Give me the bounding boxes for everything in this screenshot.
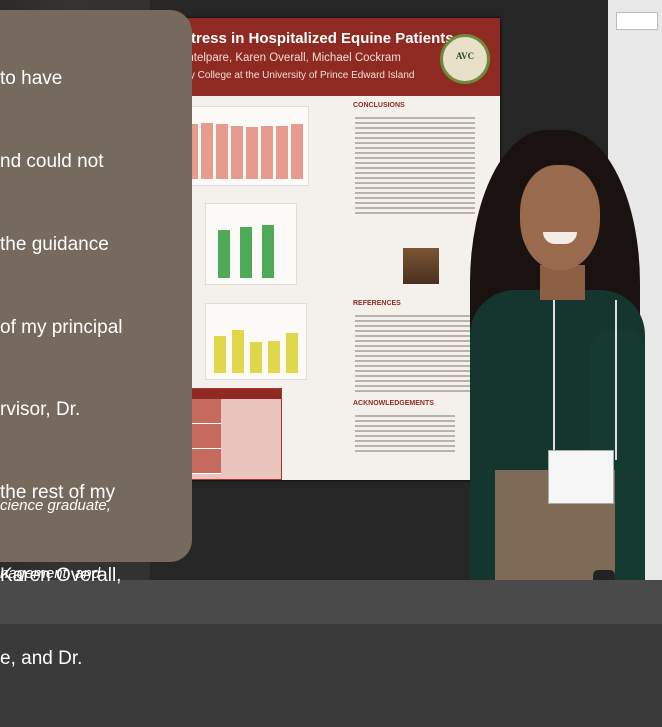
poster-chart-bar [246,126,258,179]
references-text [355,312,483,395]
person-neck [540,265,585,300]
conclusions-text [355,114,475,217]
attribution-line: nagement, and [0,564,101,582]
poster-chart-bar [276,125,288,179]
quote-line: Karen Overall, [0,564,122,586]
poster-chart-bar [286,332,298,373]
poster-institution: ary College at the University of Prince … [181,70,415,81]
quote-line: rvisor, Dr. [0,399,81,421]
poster-chart-bar [240,227,252,278]
section-heading: ACKNOWLEDGEMENTS [353,400,434,407]
section-heading: REFERENCES [353,300,401,307]
quote-line: e, and Dr. [0,647,83,669]
poster-chart-bar [231,125,243,179]
section-heading: CONCLUSIONS [353,102,405,109]
lanyard [553,300,617,460]
poster-chart-bar [262,224,274,278]
quote-line: of my principal [0,316,123,338]
poster-title: Stress in Hospitalized Equine Patients [181,30,454,47]
research-poster: Stress in Hospitalized Equine Patients o… [165,18,500,480]
board-label [616,12,658,30]
poster-chart-bar [218,230,230,278]
poster-chart-bar [214,335,226,373]
poster-chart-bar [201,123,213,179]
poster-chart-bar [268,340,280,373]
quote-line: the rest of my [0,482,116,504]
college-logo [440,34,490,84]
name-badge [548,450,614,504]
quote-card: to have nd could not the guidance of my … [0,10,192,669]
chart-bottom [205,303,307,380]
person-face [520,165,600,270]
quote-line: nd could not [0,150,104,172]
chart-middle [205,203,297,285]
quote-line: the guidance [0,233,109,255]
poster-header: Stress in Hospitalized Equine Patients o… [165,18,500,96]
poster-chart-bar [232,329,244,373]
poster-chart-bar [291,124,303,179]
floor [0,580,662,624]
poster-table [190,388,282,480]
person-smile [543,232,577,244]
photo-background: Stress in Hospitalized Equine Patients o… [0,0,662,624]
attribution-line: cience graduate, [0,497,111,514]
poster-chart-bar [250,342,262,373]
chart-top [177,106,309,186]
poster-authors: ontelpare, Karen Overall, Michael Cockra… [181,52,401,64]
horse-photo [403,248,439,284]
poster-chart-bar [216,124,228,179]
quote-line: to have [0,68,63,90]
acknowledgements-text [355,412,455,455]
poster-chart-bar [261,126,273,179]
quote-attribution: cience graduate, nagement, and [0,450,111,630]
